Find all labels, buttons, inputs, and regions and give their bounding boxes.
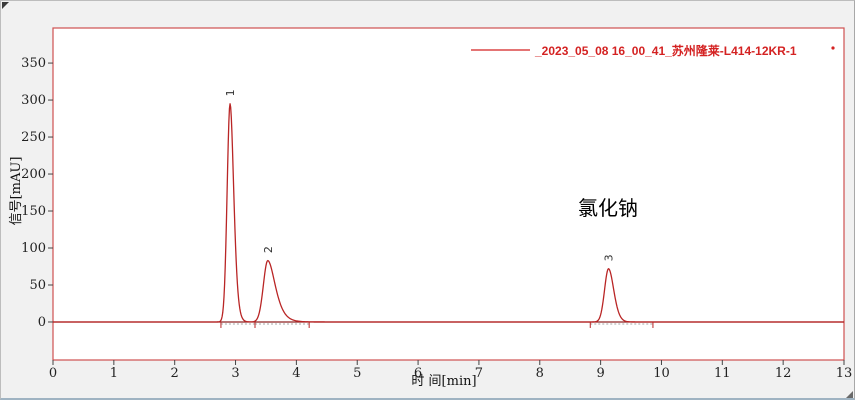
x-tick-label: 1 (110, 366, 118, 381)
peak-label: 1 (224, 89, 237, 96)
y-tick-label: 200 (21, 167, 46, 182)
window-corner-mark-topleft (2, 2, 9, 9)
x-tick-label: 4 (292, 366, 300, 381)
x-tick-label: 7 (475, 366, 483, 381)
y-tick-label: 50 (29, 278, 46, 293)
peak-label: 3 (603, 254, 616, 261)
legend-label: _2023_05_08 16_00_41_苏州隆莱-L414-12KR-1 (534, 43, 797, 58)
x-tick-label: 6 (414, 366, 422, 381)
x-tick-label: 10 (653, 366, 670, 381)
x-tick-label: 2 (171, 366, 179, 381)
x-tick-label: 5 (353, 366, 361, 381)
y-tick-label: 300 (21, 93, 46, 108)
x-tick-label: 3 (231, 366, 239, 381)
x-tick-label: 9 (596, 366, 604, 381)
y-axis-title: 信号[mAU] (9, 157, 24, 226)
y-tick-label: 350 (21, 56, 46, 71)
window-corner-mark-bottomright (846, 391, 853, 398)
y-tick-label: 100 (21, 241, 46, 256)
legend-stray-dot (831, 46, 835, 50)
annotation-label: 氯化钠 (578, 197, 638, 220)
x-tick-label: 0 (49, 366, 57, 381)
y-tick-label: 150 (21, 204, 46, 219)
x-tick-label: 11 (714, 366, 731, 381)
y-tick-label: 0 (38, 315, 46, 330)
peak-label: 2 (262, 246, 275, 253)
signal-trace (52, 103, 845, 323)
y-tick-label: 250 (21, 130, 46, 145)
x-tick-label: 12 (775, 366, 792, 381)
x-axis-title: 时 间[min] (411, 374, 476, 389)
x-tick-label: 8 (536, 366, 544, 381)
x-tick-label: 13 (836, 366, 853, 381)
plot-area (52, 27, 845, 361)
